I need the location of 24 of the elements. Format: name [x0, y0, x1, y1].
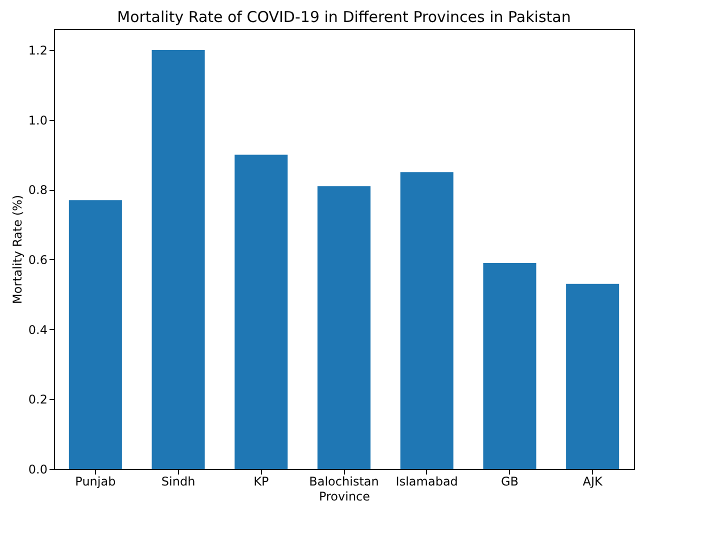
bar: [234, 154, 288, 469]
y-tick-label: 1.0: [28, 113, 48, 128]
x-axis-title: Province: [318, 490, 370, 504]
x-tick-label: Punjab: [75, 474, 116, 488]
y-tick-label: 0.2: [28, 392, 48, 407]
x-tick-label: GB: [500, 474, 518, 488]
bar: [400, 172, 454, 469]
y-tick-label: 0.0: [28, 462, 48, 476]
bar: [483, 262, 536, 469]
bar: [566, 284, 620, 469]
y-tick-label: 0.6: [28, 252, 48, 267]
x-tick-label: Sindh: [161, 474, 196, 488]
x-tick-label: Islamabad: [396, 474, 458, 488]
bar: [152, 50, 205, 469]
chart-title: Mortality Rate of COVID-19 in Different Provinces in Pakistan: [117, 8, 571, 26]
y-tick-label: 0.8: [28, 183, 48, 198]
x-tick-label: Balochistan: [309, 474, 379, 488]
x-tick-label: KP: [254, 474, 269, 488]
y-axis-title: Mortality Rate (%): [10, 194, 24, 304]
y-tick-label: 0.4: [28, 322, 48, 337]
bar: [68, 200, 122, 469]
y-tick-label: 1.2: [28, 43, 48, 58]
bar: [317, 186, 371, 469]
x-tick-label: AJK: [582, 474, 604, 488]
